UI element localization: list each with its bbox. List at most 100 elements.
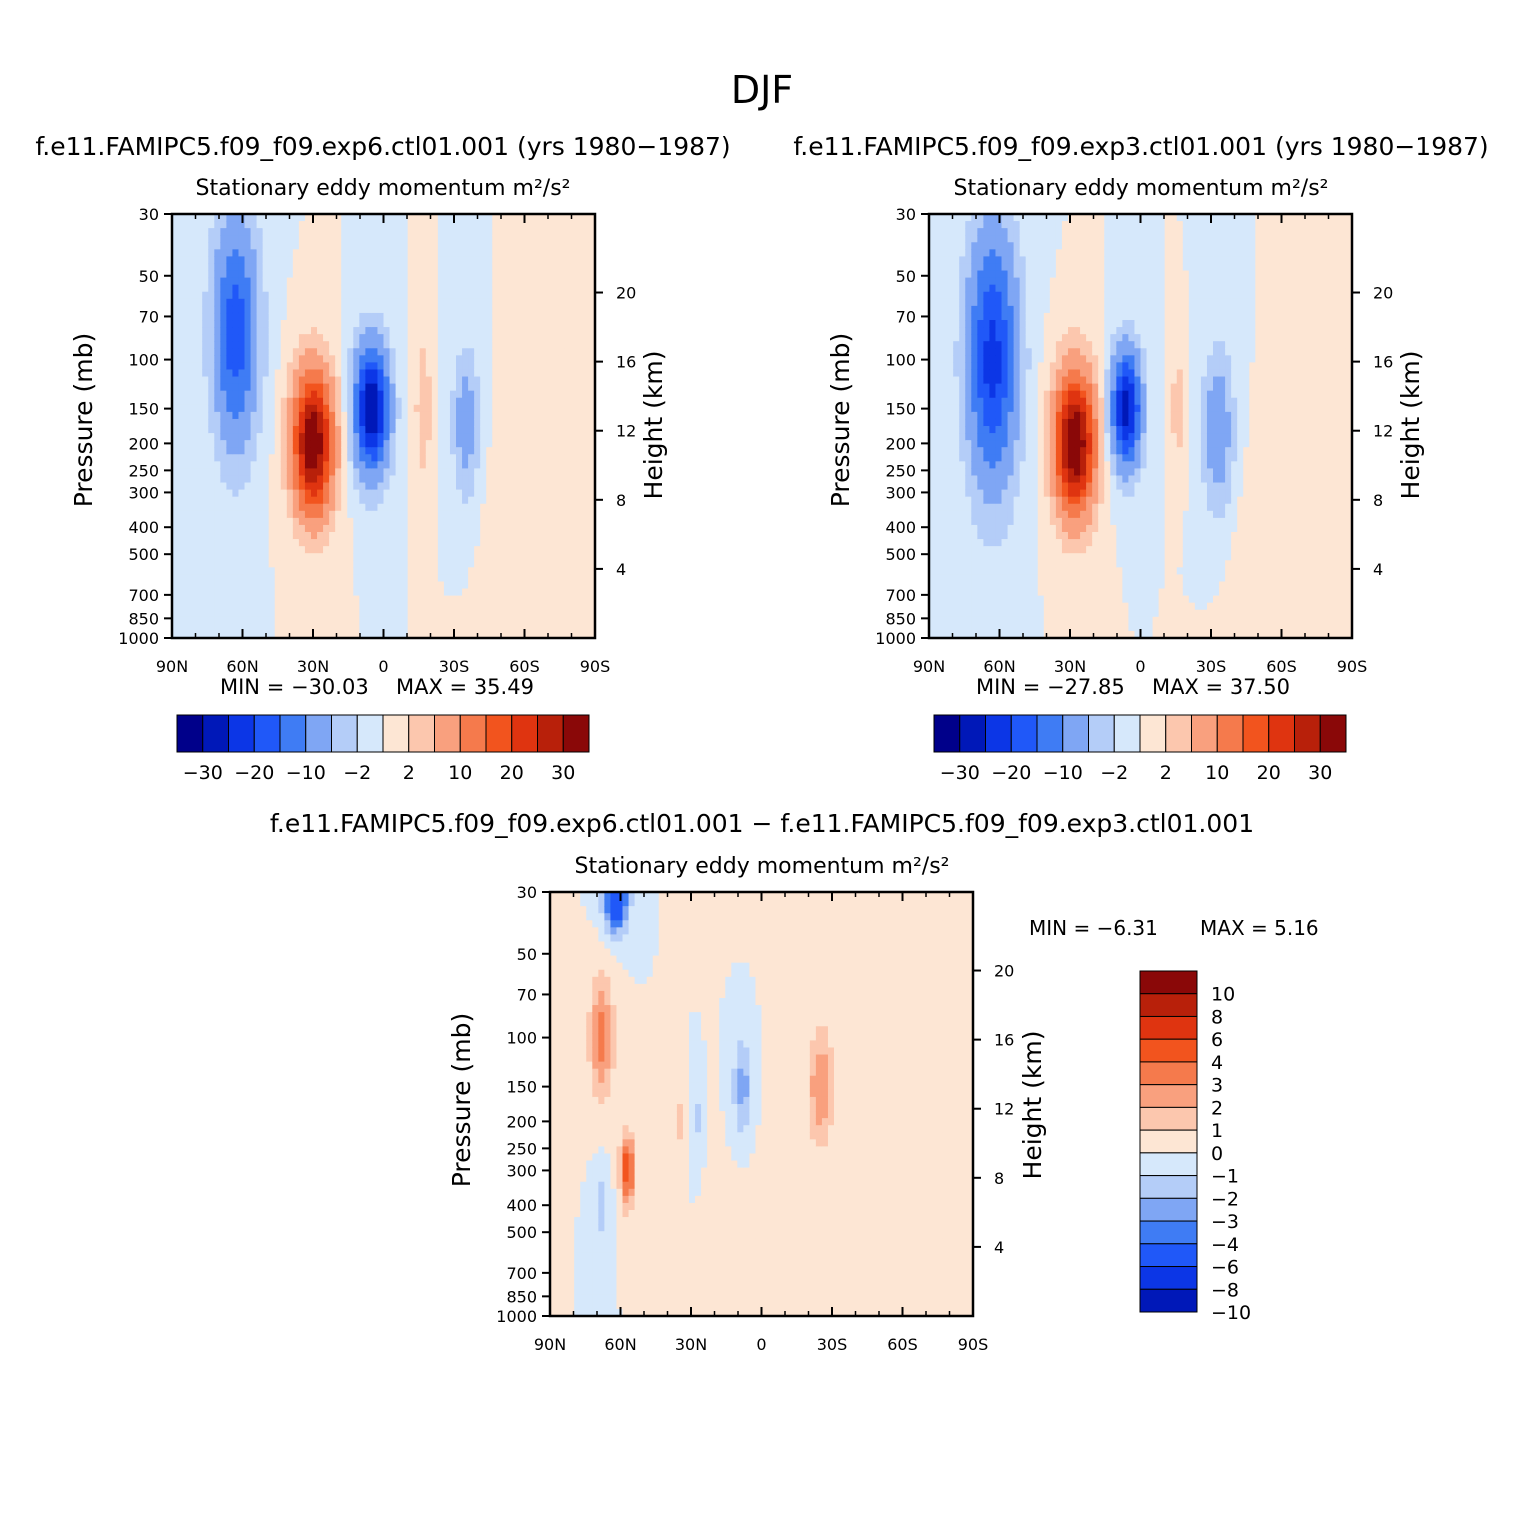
- contour-cell: [299, 299, 306, 307]
- contour-cell: [335, 610, 342, 618]
- contour-cell: [365, 384, 372, 392]
- contour-cell: [214, 483, 221, 491]
- contour-cell: [577, 271, 584, 279]
- contour-cell: [995, 292, 1002, 300]
- contour-cell: [983, 320, 990, 328]
- contour-cell: [438, 497, 445, 505]
- contour-cell: [438, 525, 445, 533]
- contour-cell: [559, 610, 566, 618]
- contour-cell: [522, 518, 529, 526]
- contour-cell: [323, 475, 330, 483]
- contour-cell: [377, 468, 384, 476]
- contour-cell: [565, 596, 572, 604]
- contour-cell: [474, 235, 481, 243]
- contour-cell: [486, 603, 493, 611]
- contour-cell: [438, 221, 445, 229]
- contour-cell: [208, 532, 215, 540]
- contour-cell: [486, 624, 493, 632]
- contour-cell: [444, 490, 451, 498]
- contour-cell: [384, 454, 391, 462]
- contour-cell: [184, 468, 191, 476]
- contour-cell: [384, 320, 391, 328]
- contour-cell: [232, 285, 239, 293]
- contour-cell: [414, 263, 421, 271]
- contour-cell: [335, 285, 342, 293]
- contour-cell: [178, 603, 185, 611]
- contour-cell: [232, 440, 239, 448]
- contour-cell: [498, 327, 505, 335]
- contour-cell: [311, 617, 318, 625]
- contour-cell: [941, 405, 948, 413]
- contour-cell: [432, 369, 439, 377]
- contour-cell: [202, 348, 209, 356]
- contour-cell: [474, 610, 481, 618]
- contour-cell: [462, 313, 469, 321]
- contour-cell: [414, 525, 421, 533]
- contour-cell: [941, 256, 948, 264]
- contour-cell: [510, 377, 517, 385]
- contour-cell: [541, 292, 548, 300]
- contour-cell: [965, 362, 972, 370]
- contour-cell: [559, 391, 566, 399]
- contour-cell: [438, 468, 445, 476]
- contour-cell: [941, 497, 948, 505]
- contour-cell: [535, 483, 542, 491]
- contour-cell: [226, 440, 233, 448]
- contour-cell: [275, 574, 282, 582]
- colorbar-label: 20: [500, 762, 524, 784]
- contour-cell: [456, 419, 463, 427]
- contour-cell: [220, 490, 227, 498]
- contour-cell: [474, 271, 481, 279]
- contour-cell: [486, 334, 493, 342]
- contour-cell: [232, 589, 239, 597]
- contour-cell: [522, 624, 529, 632]
- contour-cell: [245, 574, 252, 582]
- contour-cell: [317, 525, 324, 533]
- contour-cell: [577, 405, 584, 413]
- contour-cell: [450, 426, 457, 434]
- contour-cell: [257, 603, 264, 611]
- contour-cell: [377, 292, 384, 300]
- contour-cell: [553, 532, 560, 540]
- contour-cell: [214, 327, 221, 335]
- contour-cell: [178, 384, 185, 392]
- contour-cell: [522, 596, 529, 604]
- contour-cell: [935, 228, 942, 236]
- contour-cell: [468, 405, 475, 413]
- contour-cell: [941, 461, 948, 469]
- contour-cell: [178, 581, 185, 589]
- contour-cell: [184, 249, 191, 257]
- contour-cell: [583, 454, 590, 462]
- contour-cell: [414, 539, 421, 547]
- contour-cell: [226, 454, 233, 462]
- contour-cell: [486, 412, 493, 420]
- contour-cell: [977, 490, 984, 498]
- contour-cell: [317, 610, 324, 618]
- contour-cell: [547, 369, 554, 377]
- contour-cell: [281, 426, 288, 434]
- contour-cell: [456, 504, 463, 512]
- contour-cell: [220, 355, 227, 363]
- contour-cell: [396, 419, 403, 427]
- contour-cell: [365, 242, 372, 250]
- contour-cell: [468, 532, 475, 540]
- contour-cell: [462, 221, 469, 229]
- contour-cell: [347, 348, 354, 356]
- contour-cell: [947, 426, 954, 434]
- contour-cell: [547, 504, 554, 512]
- contour-cell: [335, 334, 342, 342]
- contour-cell: [432, 546, 439, 554]
- contour-cell: [390, 228, 397, 236]
- contour-cell: [456, 560, 463, 568]
- contour-cell: [184, 426, 191, 434]
- contour-cell: [989, 461, 996, 469]
- contour-cell: [329, 228, 336, 236]
- contour-cell: [305, 334, 312, 342]
- contour-cell: [953, 426, 960, 434]
- contour-cell: [323, 610, 330, 618]
- contour-cell: [935, 475, 942, 483]
- contour-cell: [414, 412, 421, 420]
- contour-cell: [583, 320, 590, 328]
- contour-cell: [257, 454, 264, 462]
- contour-cell: [498, 560, 505, 568]
